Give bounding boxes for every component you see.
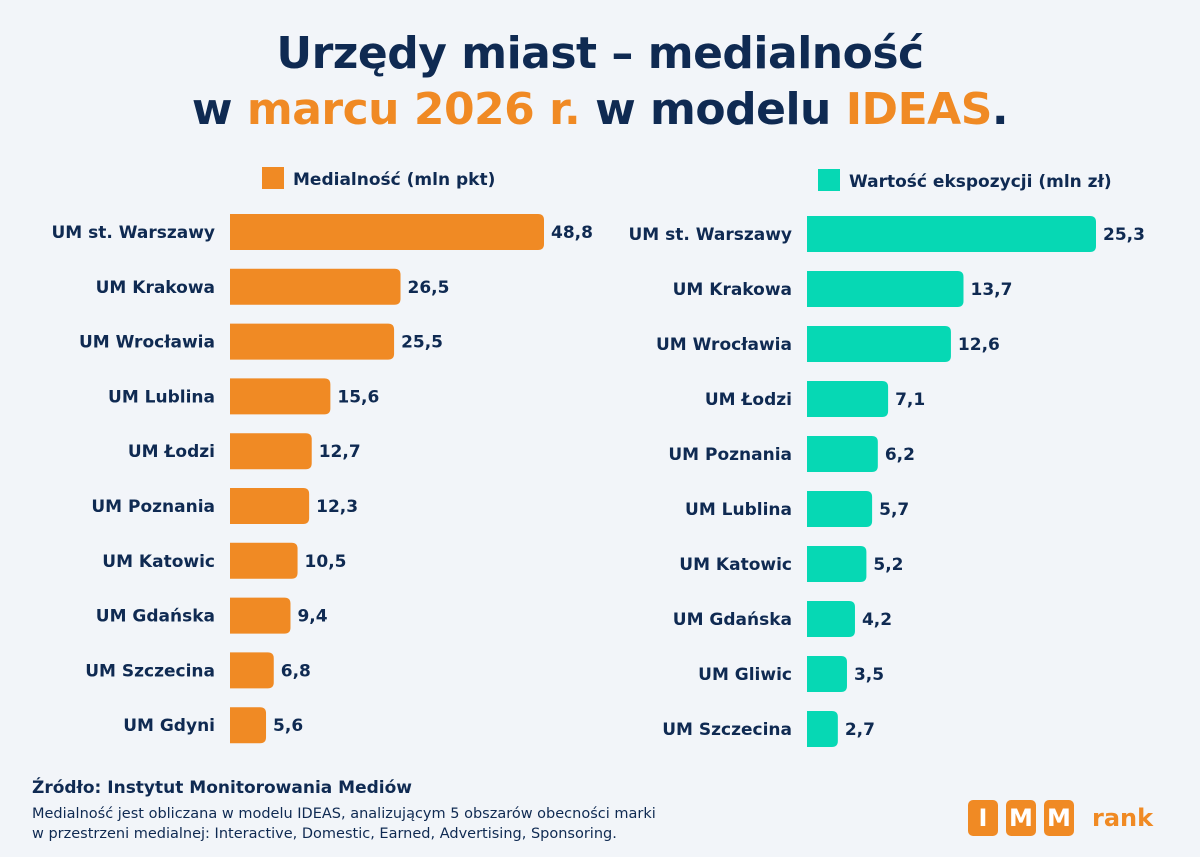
category-label: UM Szczecina	[85, 661, 215, 681]
title-suffix: .	[991, 84, 1009, 135]
bar	[230, 214, 544, 250]
methodology-note: Medialność jest obliczana w modelu IDEAS…	[32, 804, 832, 844]
logo-letter-m2: M	[1044, 800, 1074, 836]
category-label: UM Lublina	[685, 500, 792, 520]
category-label: UM Katowic	[102, 552, 215, 572]
value-label: 26,5	[408, 278, 450, 298]
bar	[230, 542, 298, 579]
page-title-line2: w marcu 2026 r. w modelu IDEAS.	[0, 84, 1200, 136]
logo-letter-i: I	[968, 800, 998, 836]
legend-label: Medialność (mln pkt)	[293, 170, 495, 190]
bar	[807, 216, 1096, 252]
value-label: 6,8	[281, 661, 311, 681]
imm-rank-logo: I M M rank	[968, 800, 1153, 836]
category-label: UM Gliwic	[698, 665, 792, 685]
bar	[807, 381, 889, 417]
legend-label: Wartość ekspozycji (mln zł)	[849, 172, 1112, 192]
note-line-2: w przestrzeni medialnej: Interactive, Do…	[32, 826, 617, 842]
title-highlight-date: marcu 2026 r.	[246, 84, 581, 135]
category-label: UM Łodzi	[705, 390, 792, 410]
title-prefix: w	[191, 84, 247, 135]
bar	[807, 491, 873, 527]
bar	[807, 656, 847, 692]
bar	[807, 546, 867, 582]
title-text-line1: Urzędy miast – medialność	[276, 28, 924, 79]
category-label: UM Krakowa	[673, 280, 792, 300]
category-label: UM Krakowa	[96, 278, 215, 298]
chart-wartosc-ekspozycji: Wartość ekspozycji (mln zł) UM st. Warsza…	[628, 169, 1145, 747]
legend-swatch	[818, 169, 840, 191]
bar	[230, 652, 274, 689]
value-label: 2,7	[845, 720, 875, 740]
page-title-line1: Urzędy miast – medialność	[0, 28, 1200, 80]
bar	[230, 268, 401, 305]
value-label: 10,5	[305, 552, 347, 572]
bar	[230, 433, 312, 470]
value-label: 7,1	[895, 390, 925, 410]
bar	[807, 711, 838, 747]
bar	[230, 323, 395, 360]
bar	[807, 436, 878, 472]
value-label: 6,2	[885, 445, 915, 465]
bar	[807, 271, 964, 307]
logo-letter-m1: M	[1006, 800, 1036, 836]
category-label: UM st. Warszawy	[628, 225, 792, 245]
value-label: 12,7	[319, 442, 361, 462]
title-highlight-model: IDEAS	[845, 84, 993, 135]
bar	[230, 707, 267, 744]
bar	[230, 488, 310, 524]
title-middle: w modelu	[580, 84, 846, 135]
value-label: 25,5	[401, 333, 443, 353]
value-label: 5,6	[273, 716, 303, 736]
category-label: UM Wrocławia	[79, 333, 215, 353]
value-label: 5,2	[873, 555, 903, 575]
legend-swatch	[262, 167, 284, 189]
category-label: UM st. Warszawy	[51, 223, 215, 243]
value-label: 48,8	[551, 223, 593, 243]
bar	[807, 601, 855, 637]
value-label: 15,6	[337, 387, 379, 407]
category-label: UM Wrocławia	[656, 335, 792, 355]
value-label: 3,5	[854, 665, 884, 685]
category-label: UM Poznania	[668, 445, 792, 465]
bar	[807, 326, 951, 362]
note-line-1: Medialność jest obliczana w modelu IDEAS…	[32, 806, 656, 822]
category-label: UM Lublina	[108, 387, 215, 407]
category-label: UM Katowic	[679, 555, 792, 575]
value-label: 13,7	[970, 280, 1012, 300]
source-label: Źródło: Instytut Monitorowania Mediów	[32, 778, 413, 798]
value-label: 25,3	[1103, 225, 1145, 245]
bar	[230, 378, 331, 415]
category-label: UM Gdańska	[96, 607, 215, 627]
value-label: 12,3	[316, 497, 358, 517]
bar	[230, 597, 291, 634]
logo-word-rank: rank	[1092, 804, 1154, 832]
category-label: UM Poznania	[91, 497, 215, 517]
chart-medialnosc: Medialność (mln pkt) UM st. Warszawy 48,8 U…	[51, 167, 593, 744]
category-label: UM Łodzi	[128, 442, 215, 462]
value-label: 4,2	[862, 610, 892, 630]
category-label: UM Gdańska	[673, 610, 792, 630]
value-label: 9,4	[297, 607, 327, 627]
value-label: 12,6	[958, 335, 1000, 355]
category-label: UM Szczecina	[662, 720, 792, 740]
value-label: 5,7	[879, 500, 909, 520]
category-label: UM Gdyni	[123, 716, 215, 736]
